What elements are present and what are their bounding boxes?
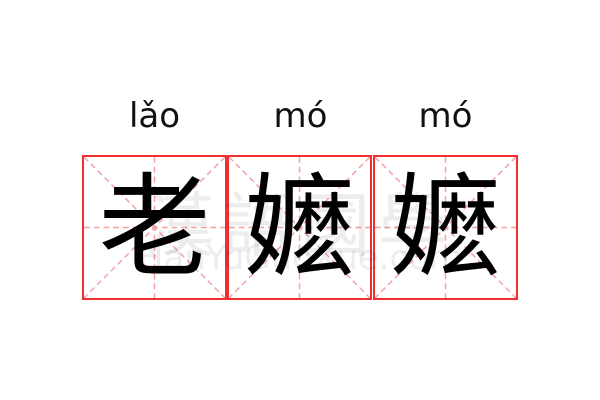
hanzi-0: 老 (98, 162, 211, 293)
character-cell: 老 (82, 155, 227, 300)
pinyin-2: mó (418, 96, 473, 136)
pinyin-0: lǎo (128, 96, 181, 136)
character-cell: 嬷 (227, 155, 372, 300)
guide-lines (229, 157, 370, 298)
guide-lines (84, 157, 225, 298)
character-grid: 老 嬷 嬷 (82, 155, 518, 300)
hanzi-2: 嬷 (389, 162, 502, 293)
character-cell: 嬷 (373, 155, 518, 300)
guide-lines (375, 157, 516, 298)
hanzi-1: 嬷 (243, 162, 356, 293)
pinyin-1: mó (273, 96, 328, 136)
